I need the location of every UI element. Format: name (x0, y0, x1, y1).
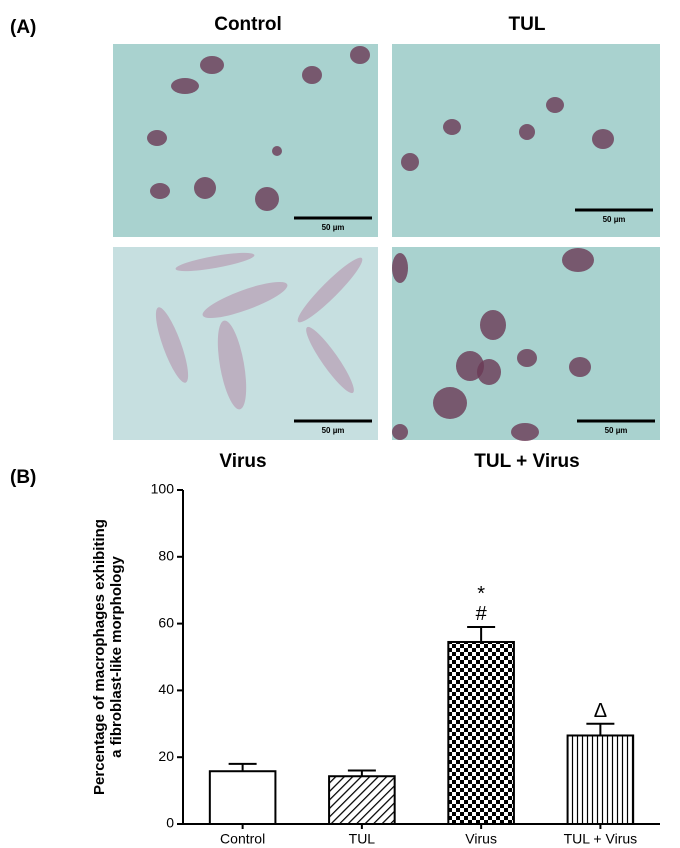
error-bar (586, 722, 615, 736)
y-tick-label: 60 (158, 614, 174, 630)
scale-bar-label: 50 µm (605, 426, 628, 435)
bar (328, 775, 396, 825)
y-axis-title: Percentage of macrophages exhibiting a f… (91, 519, 125, 795)
image-title: Virus (219, 451, 266, 472)
x-tick-label: Virus (465, 831, 497, 847)
image-title: TUL + Virus (474, 451, 579, 472)
micrograph: 50 µm (113, 247, 378, 440)
annotation: # (476, 603, 488, 625)
x-tick-label: TUL + Virus (564, 831, 638, 847)
y-axis-title-line: Percentage of macrophages exhibiting (91, 519, 108, 795)
bar (447, 640, 515, 825)
y-tick-label: 0 (166, 815, 174, 831)
micrograph: 50 µm (113, 44, 378, 237)
bar (208, 770, 277, 826)
scale-bar-label: 50 µm (322, 223, 345, 232)
annotation: * (477, 583, 485, 605)
panel-label: (A) (10, 17, 36, 38)
panel-label: (B) (10, 467, 36, 488)
bar (566, 734, 635, 825)
x-tick-label: TUL (349, 831, 376, 847)
y-tick-label: 40 (158, 681, 174, 697)
scale-bar-label: 50 µm (603, 215, 626, 224)
y-tick-label: 100 (151, 481, 175, 497)
y-tick-label: 80 (158, 548, 174, 564)
x-tick-label: Control (220, 831, 265, 847)
scale-bar-label: 50 µm (322, 426, 345, 435)
y-axis-title-line: a fibroblast-like morphology (108, 555, 125, 757)
micrograph: 50 µm (392, 247, 660, 441)
error-bar (228, 762, 257, 772)
annotation: Δ (594, 700, 607, 722)
image-title: TUL (509, 14, 546, 35)
y-tick-label: 20 (158, 748, 174, 764)
micrograph: 50 µm (392, 44, 660, 237)
error-bar (347, 769, 376, 777)
error-bar (467, 625, 496, 642)
image-title: Control (214, 14, 282, 35)
